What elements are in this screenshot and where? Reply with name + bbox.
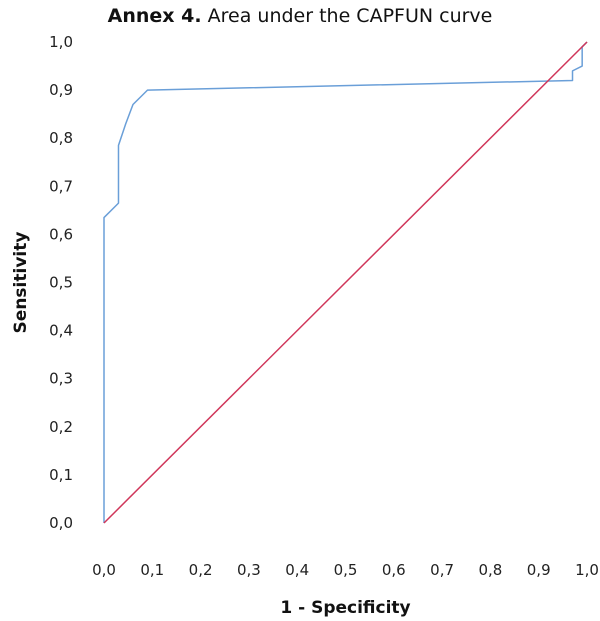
x-tick-labels: 0,0 0,1 0,2 0,3 0,4 0,5 0,6 0,7 0,8 0,9 1,0 (92, 561, 599, 579)
roc-curve-line (103, 41, 588, 523)
y-tick-label: 0,4 (49, 322, 73, 340)
x-tick-label: 0,0 (92, 561, 116, 579)
y-tick-label: 1,0 (49, 33, 73, 51)
reference-diagonal-line (103, 41, 588, 524)
y-tick-label: 0,1 (49, 466, 73, 484)
x-tick-label: 0,4 (285, 561, 309, 579)
x-tick-label: 0,6 (382, 561, 406, 579)
x-tick-label: 1,0 (575, 561, 599, 579)
x-tick-label: 0,2 (189, 561, 213, 579)
x-tick-label: 0,1 (140, 561, 164, 579)
y-tick-labels: 0,0 0,1 0,2 0,3 0,4 0,5 0,6 0,7 0,8 0,9 1,0 (49, 33, 73, 532)
x-axis-title: 1 - Specificity (280, 598, 410, 618)
y-tick-label: 0,0 (49, 514, 73, 532)
y-tick-label: 0,2 (49, 418, 73, 436)
x-tick-label: 0,3 (237, 561, 261, 579)
chart-title-bold: Annex 4. (107, 5, 202, 27)
y-tick-label: 0,3 (49, 370, 73, 388)
y-tick-label: 0,7 (49, 177, 73, 195)
y-tick-label: 0,6 (49, 225, 73, 243)
y-axis-title: Sensitivity (11, 232, 31, 334)
chart-title-text: Area under the CAPFUN curve (207, 5, 493, 27)
y-tick-label: 0,8 (49, 129, 73, 147)
x-tick-label: 0,7 (430, 561, 454, 579)
y-tick-label: 0,9 (49, 81, 73, 99)
x-tick-label: 0,9 (527, 561, 551, 579)
x-tick-label: 0,5 (334, 561, 358, 579)
y-tick-label: 0,5 (49, 274, 73, 292)
series-lines (103, 41, 588, 524)
chart-title: Annex 4. Area under the CAPFUN curve (0, 5, 600, 27)
x-tick-label: 0,8 (478, 561, 502, 579)
